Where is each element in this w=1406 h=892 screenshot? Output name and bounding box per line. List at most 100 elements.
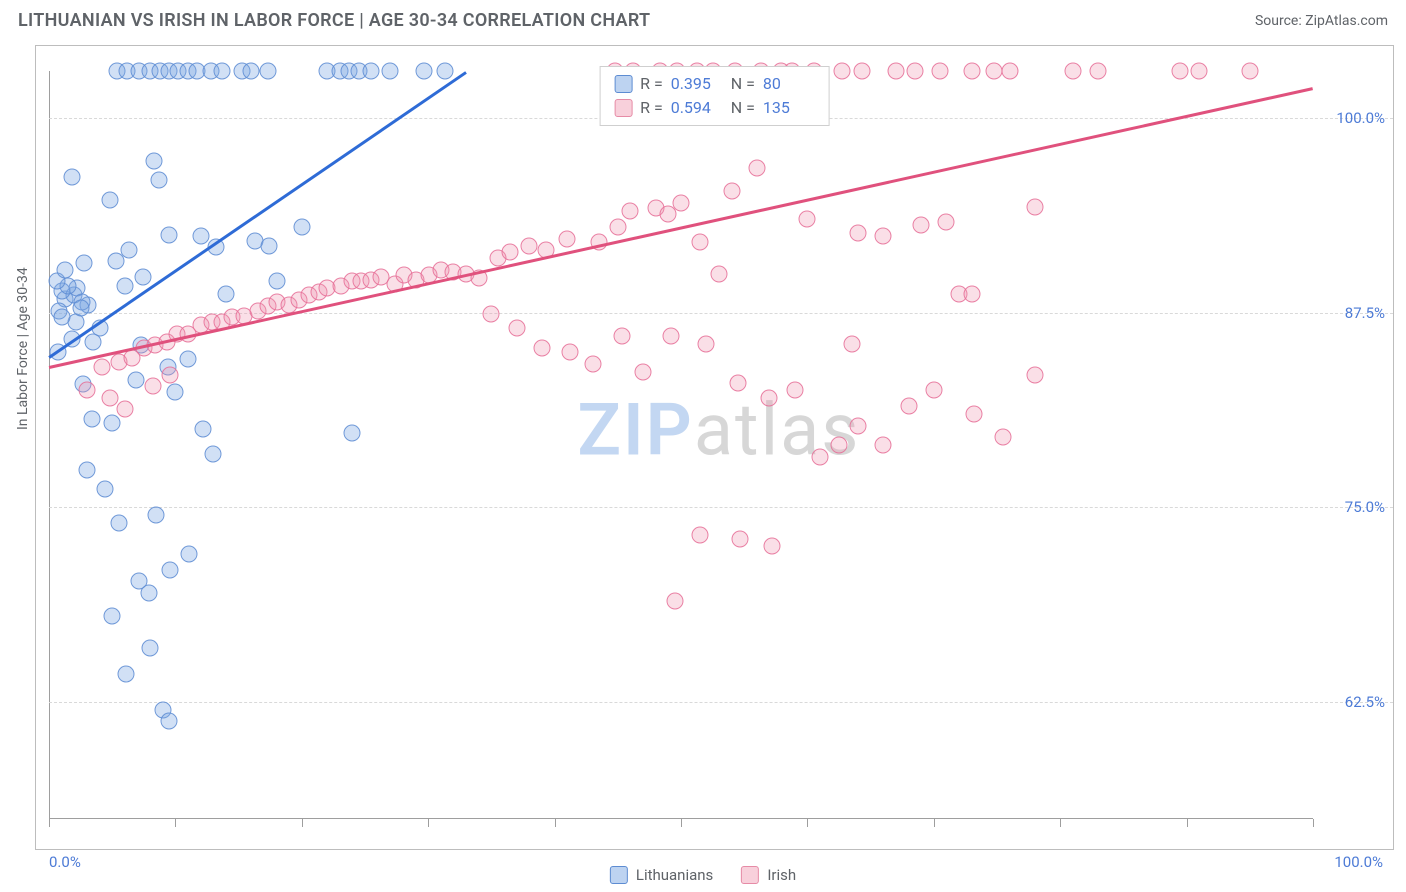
scatter-point	[761, 390, 778, 407]
scatter-point	[723, 182, 740, 199]
scatter-point	[732, 530, 749, 547]
x-tick	[49, 819, 50, 827]
scatter-point	[101, 390, 118, 407]
scatter-point	[786, 382, 803, 399]
swatch-blue-icon	[614, 75, 632, 93]
scatter-point	[145, 153, 162, 170]
scatter-point	[192, 228, 209, 245]
scatter-point	[205, 446, 222, 463]
scatter-point	[243, 63, 260, 80]
x-axis-min-label: 0.0%	[49, 853, 81, 871]
plot-area: In Labor Force | Age 30-34 0.0% 100.0% Z…	[49, 71, 1313, 819]
swatch-pink-icon	[741, 866, 759, 884]
gridline-h	[49, 702, 1393, 703]
scatter-point	[144, 377, 161, 394]
scatter-point	[104, 415, 121, 432]
scatter-point	[748, 159, 765, 176]
scatter-point	[57, 262, 74, 279]
x-tick	[428, 819, 429, 827]
scatter-point	[195, 421, 212, 438]
x-tick	[681, 819, 682, 827]
scatter-point	[966, 405, 983, 422]
x-tick	[302, 819, 303, 827]
scatter-point	[900, 398, 917, 415]
scatter-point	[764, 538, 781, 555]
scatter-point	[508, 320, 525, 337]
scatter-point	[181, 546, 198, 563]
scatter-point	[1241, 63, 1258, 80]
x-tick	[807, 819, 808, 827]
scatter-point	[217, 285, 234, 302]
x-tick	[1187, 819, 1188, 827]
scatter-point	[875, 228, 892, 245]
scatter-point	[259, 63, 276, 80]
scatter-point	[1064, 63, 1081, 80]
y-tick-label: 75.0%	[1345, 498, 1385, 516]
scatter-point	[1172, 63, 1189, 80]
legend-item-irish: Irish	[741, 866, 796, 884]
scatter-point	[887, 63, 904, 80]
swatch-pink-icon	[614, 99, 632, 117]
scatter-point	[63, 168, 80, 185]
scatter-point	[94, 359, 111, 376]
scatter-point	[521, 237, 538, 254]
scatter-point	[673, 195, 690, 212]
source-attribution: Source: ZipAtlas.com	[1255, 13, 1388, 29]
correlation-legend: R = 0.395 N = 80 R = 0.594 N = 135	[599, 66, 830, 126]
scatter-point	[148, 507, 165, 524]
chart-container: In Labor Force | Age 30-34 0.0% 100.0% Z…	[35, 45, 1394, 850]
scatter-point	[666, 592, 683, 609]
x-tick	[1060, 819, 1061, 827]
scatter-point	[85, 334, 102, 351]
scatter-point	[635, 363, 652, 380]
scatter-point	[260, 237, 277, 254]
scatter-point	[1191, 63, 1208, 80]
scatter-point	[78, 461, 95, 478]
x-tick	[1313, 819, 1314, 827]
scatter-point	[622, 203, 639, 220]
y-axis	[49, 71, 50, 819]
header: LITHUANIAN VS IRISH IN LABOR FORCE | AGE…	[0, 0, 1406, 39]
scatter-point	[162, 366, 179, 383]
scatter-point	[691, 234, 708, 251]
scatter-point	[53, 309, 70, 326]
scatter-point	[134, 268, 151, 285]
x-tick	[555, 819, 556, 827]
scatter-point	[995, 429, 1012, 446]
scatter-point	[799, 211, 816, 228]
scatter-point	[96, 480, 113, 497]
scatter-point	[533, 340, 550, 357]
scatter-point	[268, 273, 285, 290]
scatter-point	[214, 63, 231, 80]
scatter-point	[662, 327, 679, 344]
scatter-point	[831, 437, 848, 454]
scatter-point	[180, 351, 197, 368]
scatter-point	[691, 527, 708, 544]
y-tick-label: 100.0%	[1336, 109, 1385, 127]
scatter-point	[344, 424, 361, 441]
scatter-point	[416, 63, 433, 80]
y-tick-label: 62.5%	[1345, 693, 1385, 711]
scatter-point	[698, 335, 715, 352]
scatter-point	[849, 418, 866, 435]
scatter-point	[483, 306, 500, 323]
scatter-point	[116, 401, 133, 418]
scatter-point	[142, 639, 159, 656]
scatter-point	[382, 63, 399, 80]
scatter-point	[913, 217, 930, 234]
y-tick-label: 87.5%	[1345, 304, 1385, 322]
scatter-point	[1001, 63, 1018, 80]
gridline-h	[49, 507, 1393, 508]
scatter-point	[161, 226, 178, 243]
y-axis-title: In Labor Force | Age 30-34	[15, 267, 31, 430]
scatter-point	[613, 327, 630, 344]
scatter-point	[502, 243, 519, 260]
scatter-point	[140, 585, 157, 602]
scatter-point	[925, 382, 942, 399]
scatter-point	[436, 63, 453, 80]
scatter-point	[843, 335, 860, 352]
scatter-point	[293, 218, 310, 235]
chart-title: LITHUANIAN VS IRISH IN LABOR FORCE | AGE…	[18, 10, 650, 31]
scatter-point	[963, 63, 980, 80]
x-tick	[175, 819, 176, 827]
